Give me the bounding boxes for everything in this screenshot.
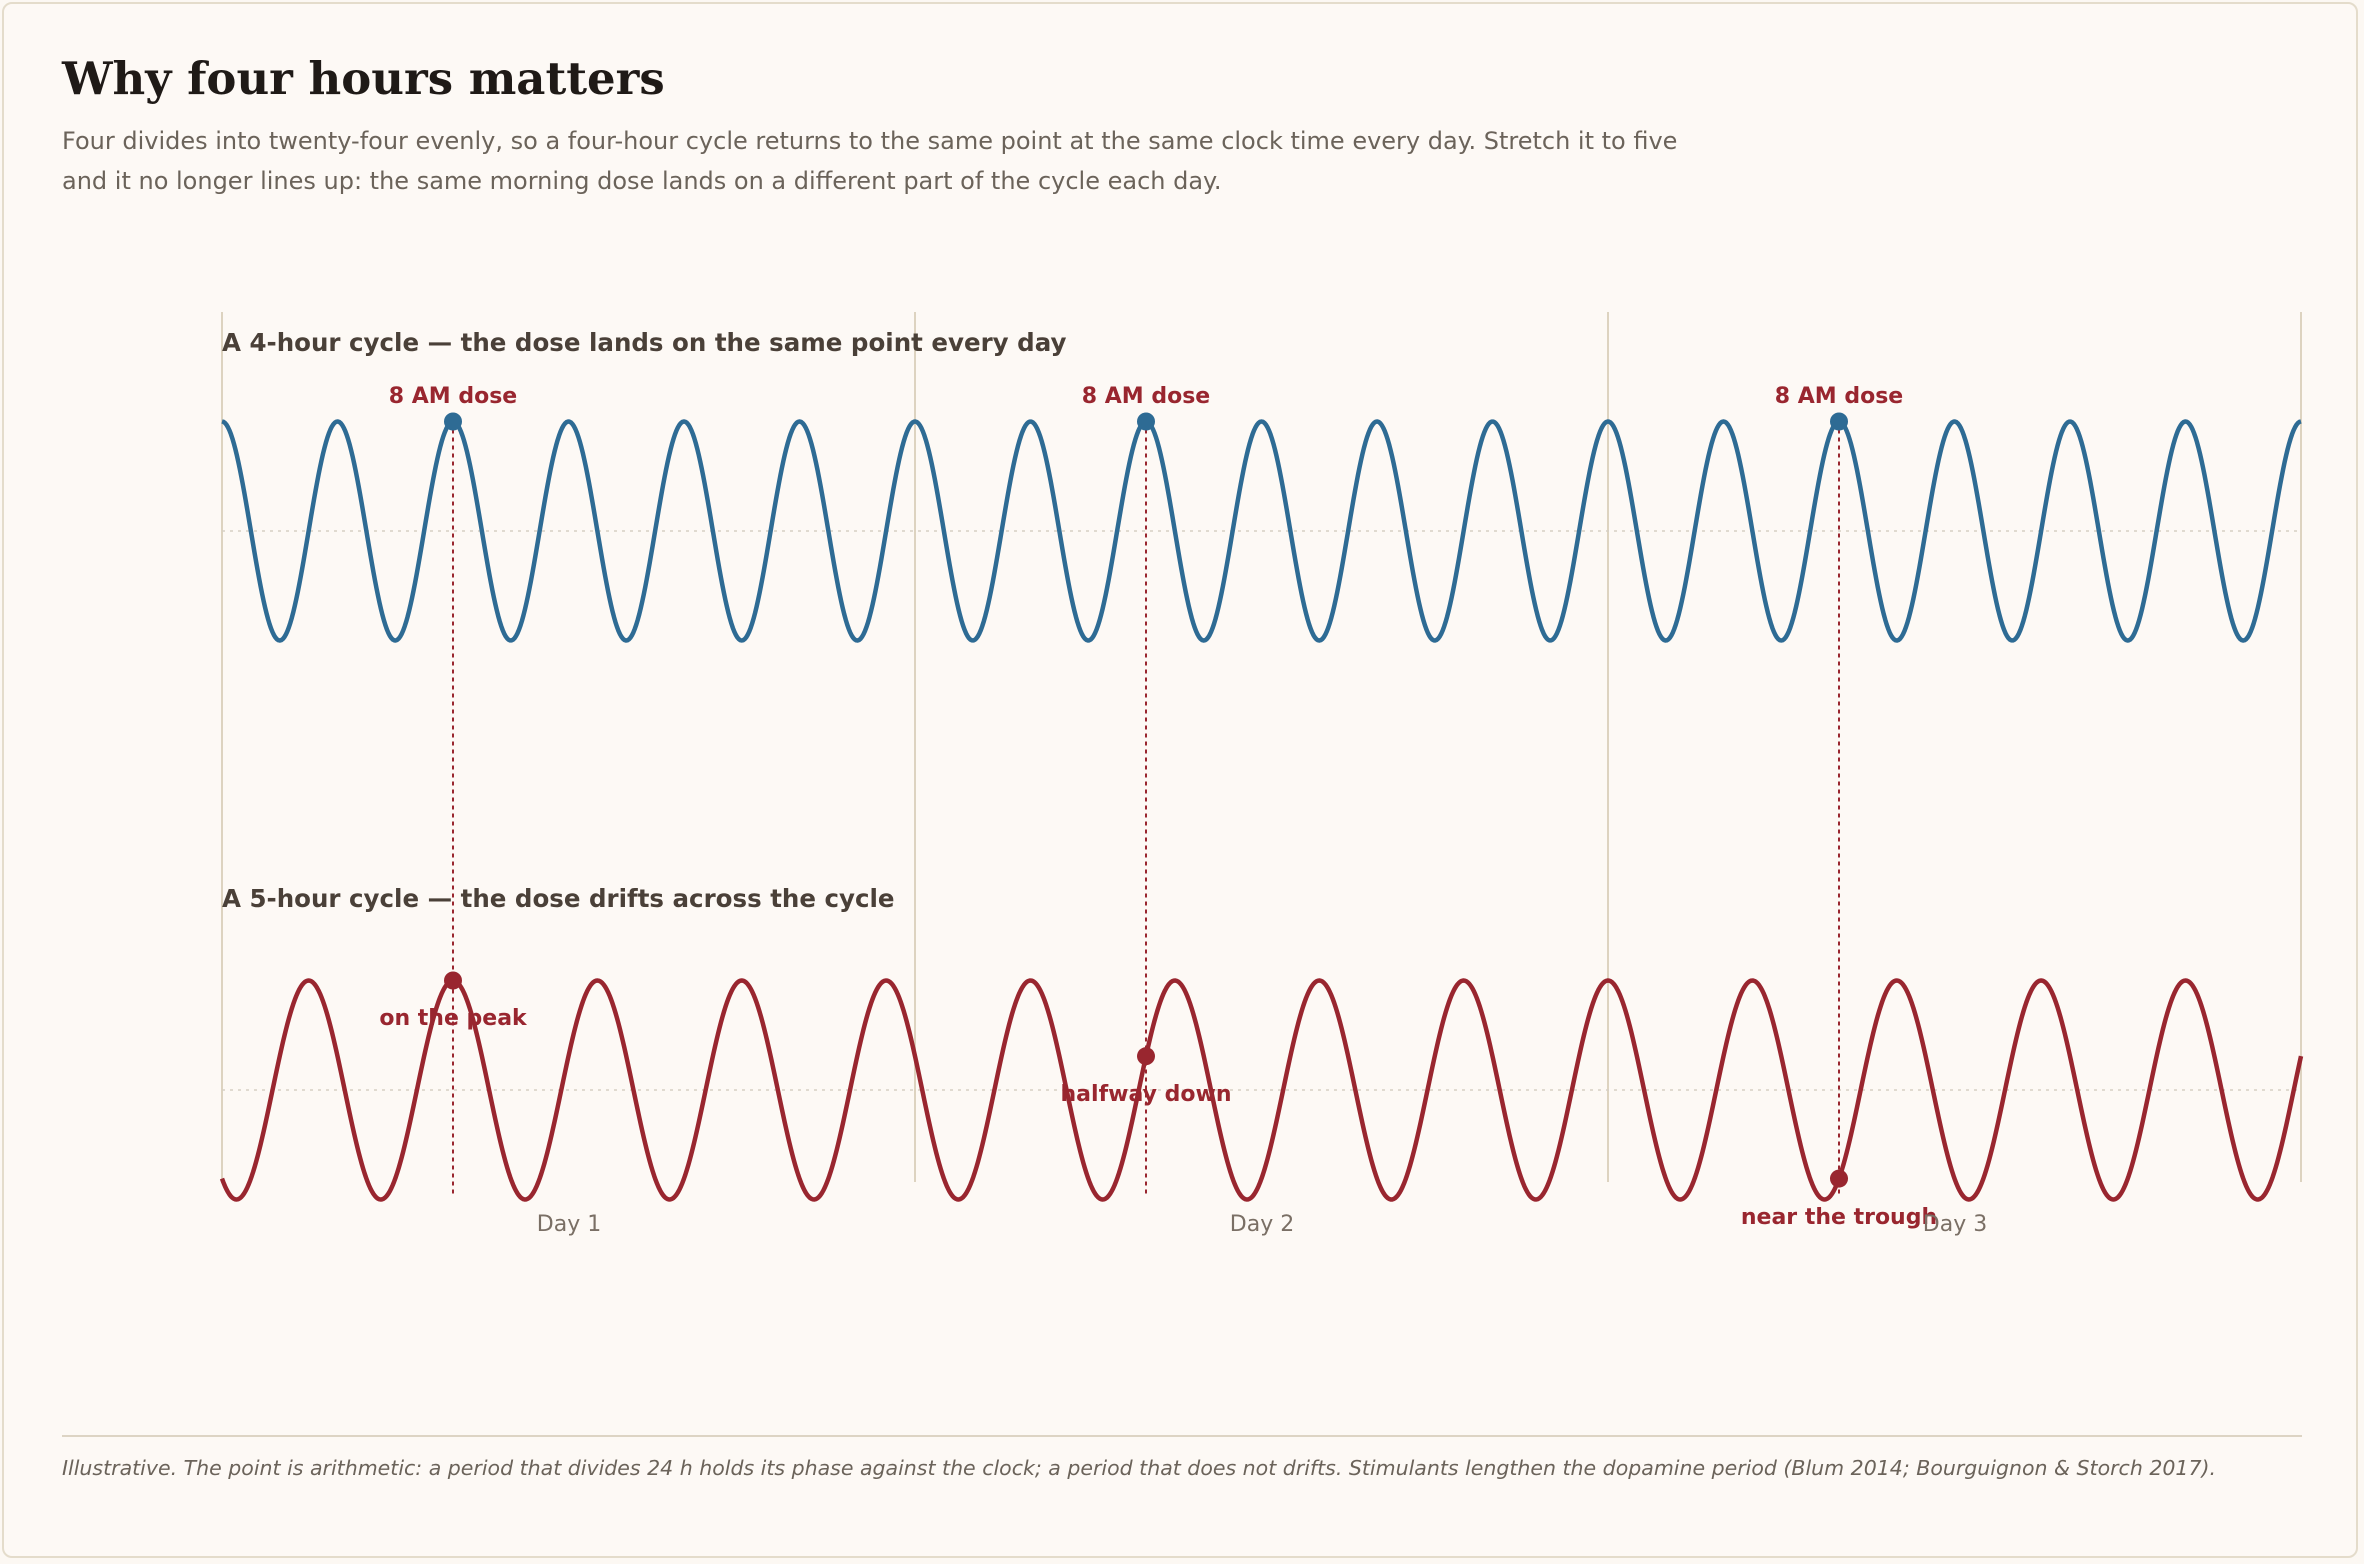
footnote-divider xyxy=(62,1435,2302,1437)
dose-marker-four-hour-2 xyxy=(1137,412,1155,431)
dose-label-five-day3: near the trough xyxy=(1741,1205,1937,1230)
day-label-3: Day 3 xyxy=(1923,1212,1987,1237)
day-dividers xyxy=(221,312,2302,1182)
page-subtitle: Four divides into twenty-four evenly, so… xyxy=(62,127,1678,195)
dose-label-five-day2: halfway down xyxy=(1061,1082,1232,1107)
page-title: Why four hours matters xyxy=(62,52,665,105)
dose-label-four-day1: 8 AM dose xyxy=(389,384,517,409)
dose-markers xyxy=(444,412,1848,1188)
series-line-four-hour xyxy=(221,419,2302,643)
dose-marker-four-hour-3 xyxy=(1830,412,1848,431)
day-label-2: Day 2 xyxy=(1230,1212,1294,1237)
dose-marker-five-hour-2 xyxy=(1137,1047,1155,1066)
dose-label-four-day3: 8 AM dose xyxy=(1775,384,1903,409)
dose-guide-lines xyxy=(452,421,1840,1195)
day-label-1: Day 1 xyxy=(537,1212,601,1237)
dose-label-five-day1: on the peak xyxy=(379,1006,528,1031)
midlines xyxy=(222,530,2301,1091)
dose-label-four-day2: 8 AM dose xyxy=(1082,384,1210,409)
panel-title-five-hour: A 5-hour cycle — the dose drifts across … xyxy=(222,884,895,913)
panel-title-four-hour: A 4-hour cycle — the dose lands on the s… xyxy=(222,328,1066,357)
dose-marker-five-hour-1 xyxy=(444,971,462,990)
footnote: Illustrative. The point is arithmetic: a… xyxy=(62,1456,2217,1480)
series-line-five-hour xyxy=(219,978,2304,1202)
dose-marker-four-hour-1 xyxy=(444,412,462,431)
dose-marker-five-hour-3 xyxy=(1830,1169,1848,1188)
